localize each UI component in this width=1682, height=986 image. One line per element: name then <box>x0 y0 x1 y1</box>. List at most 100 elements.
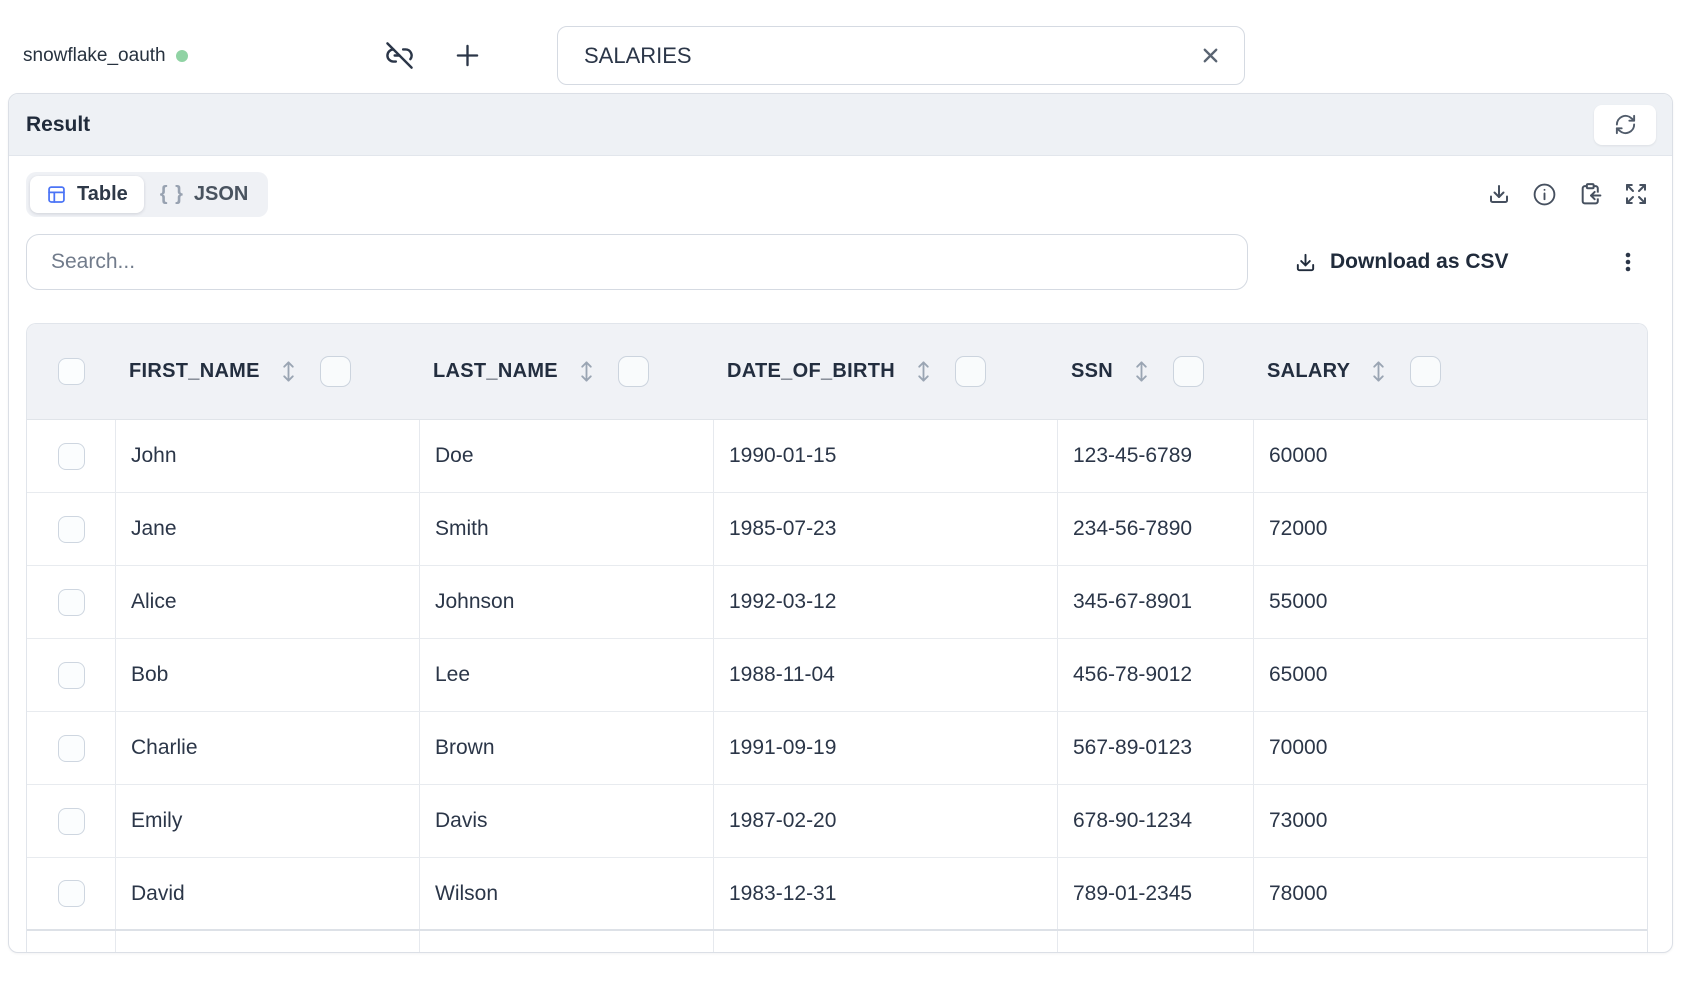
header-checkbox-cell <box>27 324 115 419</box>
info-button[interactable] <box>1532 182 1557 207</box>
sort-icon[interactable] <box>1371 358 1386 385</box>
download-csv-button[interactable]: Download as CSV <box>1294 250 1509 274</box>
cell-date-of-birth: 1988-11-04 <box>713 639 1057 711</box>
sort-icon[interactable] <box>281 358 296 385</box>
row-checkbox[interactable] <box>57 661 85 689</box>
tab-table-label: Table <box>77 182 128 205</box>
row-checkbox[interactable] <box>57 734 85 762</box>
row-checkbox[interactable] <box>57 880 85 907</box>
cell-last-name: Brown <box>419 712 713 784</box>
column-header-date-of-birth[interactable]: DATE_OF_BIRTH <box>713 324 1057 419</box>
result-panel-header: Result <box>9 94 1672 156</box>
download-csv-label: Download as CSV <box>1330 250 1509 273</box>
connection-indicator: snowflake_oauth <box>23 42 188 70</box>
sort-icon[interactable] <box>1134 358 1149 385</box>
cell-date-of-birth: 1991-09-19 <box>713 712 1057 784</box>
expand-icon <box>1626 184 1646 204</box>
cell-salary: 72000 <box>1253 493 1647 565</box>
cell-first-name: John <box>115 420 419 492</box>
tab-table[interactable]: Table <box>30 175 144 213</box>
table-icon <box>48 185 65 203</box>
cell-ssn: 234-56-7890 <box>1057 493 1253 565</box>
refresh-button[interactable] <box>1594 104 1656 145</box>
cell-ssn: 456-78-9012 <box>1057 639 1253 711</box>
tab-json[interactable]: { } JSON <box>144 176 265 213</box>
sort-icon[interactable] <box>579 358 594 385</box>
table-row-partial <box>27 931 1647 952</box>
cell-salary: 70000 <box>1253 712 1647 784</box>
column-label: DATE_OF_BIRTH <box>727 360 895 382</box>
cell-first-name: Charlie <box>115 712 419 784</box>
column-checkbox[interactable] <box>319 356 351 387</box>
cell-ssn: 123-45-6789 <box>1057 420 1253 492</box>
column-label: SSN <box>1071 360 1114 382</box>
clipboard-paste-icon <box>1581 182 1603 204</box>
column-header-first-name[interactable]: FIRST_NAME <box>115 324 419 419</box>
row-checkbox[interactable] <box>57 442 85 470</box>
cell-date-of-birth: 1985-07-23 <box>713 493 1057 565</box>
connection-status-dot <box>175 50 188 62</box>
cell-ssn: 345-67-8901 <box>1057 566 1253 638</box>
table-name-input[interactable] <box>558 27 1191 84</box>
cell-ssn: 567-89-0123 <box>1057 712 1253 784</box>
table-row: David Wilson 1983-12-31 789-01-2345 7800… <box>27 858 1647 931</box>
paste-button[interactable] <box>1578 182 1603 207</box>
download-button[interactable] <box>1487 182 1511 206</box>
cell-last-name: Doe <box>419 420 713 492</box>
view-switch-row: Table { } JSON <box>26 171 1648 217</box>
table-row: Jane Smith 1985-07-23 234-56-7890 72000 <box>27 493 1647 566</box>
select-all-checkbox[interactable] <box>57 358 85 385</box>
add-tab-button[interactable] <box>451 39 484 72</box>
cell-salary: 73000 <box>1253 785 1647 857</box>
column-label: SALARY <box>1267 360 1351 382</box>
panel-title: Result <box>26 112 91 136</box>
result-table: FIRST_NAME LAST_NAME DATE_OF_BIRTH <box>26 323 1648 952</box>
cell-date-of-birth: 1987-02-20 <box>713 785 1057 857</box>
cell-salary: 65000 <box>1253 639 1647 711</box>
clear-input-button[interactable] <box>1191 44 1244 67</box>
cell-first-name: Alice <box>115 566 419 638</box>
column-checkbox[interactable] <box>1173 356 1205 387</box>
sort-icon[interactable] <box>916 358 931 385</box>
cell-date-of-birth: 1992-03-12 <box>713 566 1057 638</box>
row-checkbox[interactable] <box>57 588 85 616</box>
fullscreen-button[interactable] <box>1624 182 1648 206</box>
cell-first-name: Bob <box>115 639 419 711</box>
cell-ssn: 789-01-2345 <box>1057 858 1253 929</box>
cell-last-name: Davis <box>419 785 713 857</box>
table-row: Charlie Brown 1991-09-19 567-89-0123 700… <box>27 712 1647 785</box>
link-off-icon <box>386 42 413 69</box>
column-header-salary[interactable]: SALARY <box>1253 324 1647 419</box>
cell-last-name: Wilson <box>419 858 713 929</box>
column-checkbox[interactable] <box>617 356 649 387</box>
cell-salary: 60000 <box>1253 420 1647 492</box>
cell-first-name: David <box>115 858 419 929</box>
download-icon <box>1490 185 1508 203</box>
table-row: Alice Johnson 1992-03-12 345-67-8901 550… <box>27 566 1647 639</box>
table-header-row: FIRST_NAME LAST_NAME DATE_OF_BIRTH <box>27 324 1647 420</box>
row-checkbox[interactable] <box>57 515 85 543</box>
column-header-ssn[interactable]: SSN <box>1057 324 1253 419</box>
cell-first-name: Emily <box>115 785 419 857</box>
plus-icon <box>456 44 479 67</box>
cell-salary: 78000 <box>1253 858 1647 929</box>
result-panel: Result Table { } JSON <box>8 93 1673 953</box>
search-input[interactable] <box>26 234 1248 290</box>
cell-date-of-birth: 1990-01-15 <box>713 420 1057 492</box>
row-checkbox[interactable] <box>57 807 85 835</box>
more-options-button[interactable] <box>1616 250 1640 274</box>
table-row: John Doe 1990-01-15 123-45-6789 60000 <box>27 420 1647 493</box>
table-row: Bob Lee 1988-11-04 456-78-9012 65000 <box>27 639 1647 712</box>
table-row: Emily Davis 1987-02-20 678-90-1234 73000 <box>27 785 1647 858</box>
column-label: FIRST_NAME <box>129 360 260 382</box>
column-label: LAST_NAME <box>433 360 558 382</box>
braces-icon: { } <box>159 182 184 205</box>
table-controls-row: Download as CSV <box>26 234 1648 290</box>
cell-ssn: 678-90-1234 <box>1057 785 1253 857</box>
unlink-button[interactable] <box>385 41 414 70</box>
cell-last-name: Smith <box>419 493 713 565</box>
cell-last-name: Lee <box>419 639 713 711</box>
column-checkbox[interactable] <box>1410 356 1442 387</box>
column-header-last-name[interactable]: LAST_NAME <box>419 324 713 419</box>
column-checkbox[interactable] <box>954 356 986 387</box>
